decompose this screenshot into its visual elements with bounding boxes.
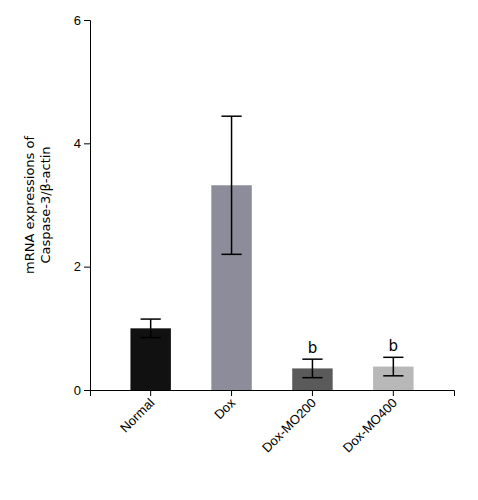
y-axis-title-line: mRNA expressions of <box>22 136 37 274</box>
tick: 0 <box>74 383 90 398</box>
marks <box>130 116 413 390</box>
tick: Dox <box>211 390 238 422</box>
annotation: b <box>389 337 399 355</box>
error-cap <box>302 358 322 360</box>
error-stem <box>231 116 233 254</box>
tick-mark <box>231 390 232 396</box>
error-bar <box>383 357 403 376</box>
tick: Dox-MO200 <box>259 390 319 455</box>
x-axis: Normal Dox Dox-MO200 Dox-MO400 <box>91 390 455 455</box>
tick-mark <box>84 390 90 391</box>
tick-label: Dox-MO400 <box>340 395 400 455</box>
bar <box>130 328 170 390</box>
tick-label: 2 <box>74 259 81 274</box>
tick: 4 <box>74 136 90 151</box>
tick-mark <box>84 20 90 21</box>
annotations: bb <box>308 337 398 357</box>
tick-label: 0 <box>74 383 81 398</box>
tick: Dox-MO400 <box>340 390 400 455</box>
error-cap <box>383 375 403 377</box>
y-axis-title-line: Caspase-3/β-actin <box>38 146 53 263</box>
error-bar <box>141 319 161 338</box>
error-cap <box>221 254 241 256</box>
error-cap <box>221 115 241 117</box>
error-stem <box>393 357 395 376</box>
tick-label: Dox <box>211 395 238 422</box>
error-cap <box>141 337 161 339</box>
tick-mark <box>84 143 90 144</box>
error-bar <box>302 359 322 378</box>
axis-line <box>84 21 91 391</box>
tick: 6 <box>74 13 90 28</box>
y-axis-title: mRNA expressions ofCaspase-3/β-actin <box>22 136 53 274</box>
tick-label: Normal <box>117 395 157 435</box>
error-bar <box>221 116 241 254</box>
y-axis: 0 2 4 6 <box>74 13 91 398</box>
tick-label: 4 <box>74 136 81 151</box>
annotation: b <box>308 339 318 357</box>
chart: bbNormalDoxDox-MO200Dox-MO4000246mRNA ex… <box>0 0 478 500</box>
tick-mark <box>150 390 151 396</box>
tick-mark <box>84 267 90 268</box>
tick: 2 <box>74 259 90 274</box>
error-stem <box>312 359 314 378</box>
tick: Normal <box>117 390 157 435</box>
error-stem <box>150 319 152 338</box>
plot: bbNormalDoxDox-MO200Dox-MO4000246 <box>74 13 455 456</box>
error-cap <box>302 377 322 379</box>
tick-label: Dox-MO200 <box>259 395 319 455</box>
error-cap <box>383 357 403 359</box>
tick-label: 6 <box>74 13 81 28</box>
axis-line <box>91 391 455 397</box>
tick-mark <box>393 390 394 396</box>
tick-mark <box>312 390 313 396</box>
error-cap <box>141 318 161 320</box>
